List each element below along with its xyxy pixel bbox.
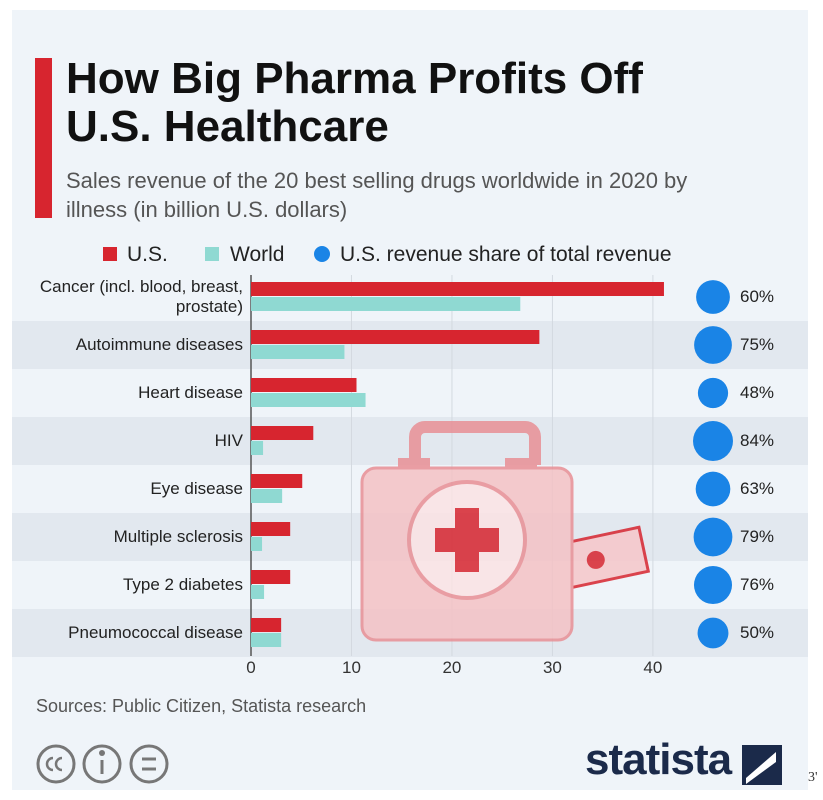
data-label: 63% <box>740 479 775 498</box>
share-bubble <box>697 377 729 409</box>
corner-mark: 3' <box>808 770 818 785</box>
y-tick-label: Multiple sclerosis <box>113 527 243 546</box>
legend-label: U.S. <box>127 243 168 266</box>
x-tick-label: 0 <box>246 658 256 677</box>
bar <box>251 297 521 311</box>
legend-label: U.S. revenue share of total revenue <box>340 243 672 266</box>
x-tick-label: 30 <box>542 658 562 677</box>
y-tick-label: Type 2 diabetes <box>122 575 243 594</box>
x-tick-label: 20 <box>442 658 462 677</box>
data-label: 79% <box>740 527 775 546</box>
share-bubble <box>694 326 732 364</box>
chart-subtitle: Sales revenue of the 20 best selling dru… <box>66 168 688 222</box>
x-tick-label: 40 <box>643 658 663 677</box>
brand-logo: statista <box>585 735 732 784</box>
bar <box>251 345 345 359</box>
legend-swatch <box>205 247 219 261</box>
legend-swatch <box>314 246 330 262</box>
bar <box>251 570 291 584</box>
share-bubble <box>693 565 733 605</box>
bar <box>251 537 263 551</box>
data-label: 75% <box>740 335 775 354</box>
bar <box>251 330 540 344</box>
bar <box>251 393 366 407</box>
y-tick-label: Autoimmune diseases <box>75 335 243 354</box>
title-accent <box>35 58 52 218</box>
data-label: 84% <box>740 431 775 450</box>
legend-label: World <box>230 243 285 266</box>
y-tick-label: Eye disease <box>150 479 243 498</box>
data-label: 50% <box>740 623 775 642</box>
panel <box>12 10 808 790</box>
share-bubble <box>696 280 730 314</box>
source-note: Sources: Public Citizen, Statista resear… <box>36 696 367 716</box>
share-bubble <box>695 471 731 507</box>
y-tick-label: HIV <box>214 431 243 450</box>
y-tick-label: Pneumococcal disease <box>68 623 243 642</box>
bar <box>251 633 282 647</box>
bar <box>251 378 357 392</box>
share-bubble <box>693 517 733 557</box>
bar <box>251 618 282 632</box>
bar <box>251 522 291 536</box>
bar <box>251 489 283 503</box>
x-tick-label: 10 <box>342 658 361 677</box>
chart-title: How Big Pharma Profits Off U.S. Healthca… <box>66 54 643 151</box>
y-tick-label: Heart disease <box>138 383 243 402</box>
bar <box>251 585 265 599</box>
data-label: 76% <box>740 575 775 594</box>
data-label: 48% <box>740 383 775 402</box>
bar <box>251 441 264 455</box>
bar <box>251 282 664 296</box>
row-band <box>12 321 808 369</box>
legend-swatch <box>103 247 117 261</box>
y-tick-label: Cancer (incl. blood, breast, prostate) <box>39 277 243 316</box>
data-label: 60% <box>740 287 775 306</box>
share-bubble <box>693 421 733 461</box>
bar <box>251 474 303 488</box>
bar <box>251 426 314 440</box>
share-bubble <box>697 617 729 649</box>
